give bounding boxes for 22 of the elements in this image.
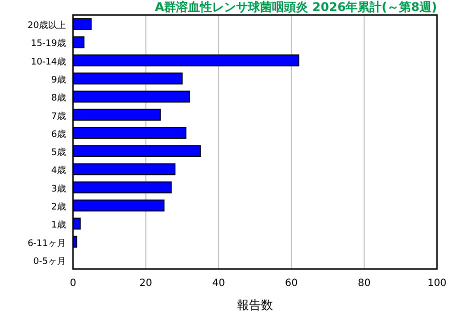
x-tick-label: 20 <box>139 278 152 289</box>
y-tick-label: 3歳 <box>51 183 66 194</box>
chart-title: A群溶血性レンサ球菌咽頭炎 2026年累計(～第8週) <box>154 0 437 14</box>
y-tick-label: 5歳 <box>51 147 66 158</box>
y-tick-label: 9歳 <box>51 74 66 86</box>
y-tick-label: 6-11ヶ月 <box>28 238 66 249</box>
x-tick-label: 0 <box>70 278 76 289</box>
x-tick-label: 80 <box>358 278 371 289</box>
y-tick-label: 20歳以上 <box>28 20 66 32</box>
y-tick-label: 7歳 <box>51 110 66 122</box>
y-tick-label: 4歳 <box>51 165 66 176</box>
x-tick-label: 60 <box>285 278 298 289</box>
y-tick-label: 0-5ヶ月 <box>33 256 66 267</box>
x-tick-label: 100 <box>427 278 447 289</box>
y-tick-label: 10-14歳 <box>30 56 66 68</box>
y-tick-label: 6歳 <box>51 128 66 140</box>
y-tick-label: 15-19歳 <box>30 38 66 50</box>
x-tick-label: 40 <box>212 278 225 289</box>
y-tick-label: 2歳 <box>51 202 66 212</box>
y-tick-label: 8歳 <box>51 92 66 104</box>
y-tick-label: 1歳 <box>51 220 66 231</box>
x-axis-title: 報告数 <box>237 298 273 312</box>
